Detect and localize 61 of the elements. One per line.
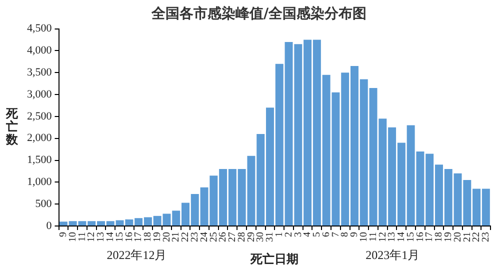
x-tick-label: 7 [330, 232, 342, 237]
x-tick-label: 25 [208, 232, 220, 242]
x-tick-label: 9 [349, 232, 360, 237]
x-tick-label: 12 [377, 232, 388, 242]
x-tick-label: 15 [405, 232, 416, 242]
x-tick-label: 14 [105, 232, 116, 242]
y-tick-label: 0 [46, 220, 52, 232]
x-tick-label: 12 [86, 232, 98, 242]
x-tick-label: 30 [255, 232, 266, 242]
x-tick-label: 10 [358, 232, 370, 242]
x-tick-label: 8 [340, 232, 351, 237]
y-tick-label: 3,500 [27, 66, 52, 79]
x-tick-label: 22 [180, 232, 192, 242]
x-tick-label: 13 [386, 232, 398, 242]
x-tick-label: 18 [142, 232, 154, 242]
y-tick-label: 4,000 [27, 44, 52, 57]
x-tick-label: 11 [76, 232, 88, 242]
x-tick-label: 6 [320, 232, 332, 237]
x-tick-label: 5 [312, 232, 323, 237]
x-tick-label: 10 [67, 232, 78, 242]
x-tick-label: 20 [161, 232, 172, 242]
x-tick-label: 23 [480, 232, 492, 242]
x-tick-label: 21 [170, 232, 182, 242]
text: 2022年12月 [106, 248, 167, 262]
x-tick-label: 14 [396, 232, 408, 242]
chart-title: 全国各市感染峰值/全国感染分布图 [150, 5, 367, 22]
y-tick-label: 500 [35, 198, 52, 210]
x-tick-label: 9 [58, 232, 70, 237]
x-tick-label: 27 [227, 232, 238, 242]
x-tick-label: 31 [264, 232, 276, 242]
x-tick-label: 20 [452, 232, 464, 242]
x-tick-label: 22 [471, 232, 482, 242]
x-tick-label: 3 [292, 232, 304, 237]
x-tick-label: 18 [434, 232, 445, 242]
x-axis-title: 死亡日期 [250, 252, 299, 266]
x-tick-label: 24 [198, 232, 210, 242]
x-tick-label: 17 [424, 232, 436, 242]
x-tick-label: 21 [462, 232, 473, 242]
y-tick-label: 3,000 [27, 88, 52, 100]
x-tick-label: 4 [302, 232, 314, 237]
y-tick-label: 2,500 [27, 110, 52, 122]
y-axis-title: 死亡数 [5, 106, 19, 146]
x-tick-label: 17 [133, 232, 144, 242]
x-tick-label: 19 [443, 232, 454, 242]
x-tick-label: 2 [283, 232, 294, 237]
x-tick-label: 23 [190, 232, 201, 242]
x-tick-label: 1 [274, 232, 286, 237]
x-tick-label: 29 [246, 232, 257, 242]
x-tick-label: 19 [152, 232, 163, 242]
y-tick-label: 2,000 [27, 132, 52, 144]
y-tick-label: 4,500 [27, 22, 52, 35]
y-tick-label: 1,000 [27, 176, 52, 188]
x-tick-label: 13 [96, 232, 107, 242]
x-tick-label: 26 [218, 232, 229, 242]
y-tick-label: 1,500 [27, 154, 52, 166]
x-tick-label: 11 [368, 232, 379, 242]
x-tick-label: 15 [114, 232, 126, 242]
x-tick-label: 16 [124, 232, 135, 242]
x-tick-label: 28 [236, 232, 248, 242]
x-tick-label: 16 [414, 232, 426, 242]
text: 2023年1月 [366, 248, 420, 262]
